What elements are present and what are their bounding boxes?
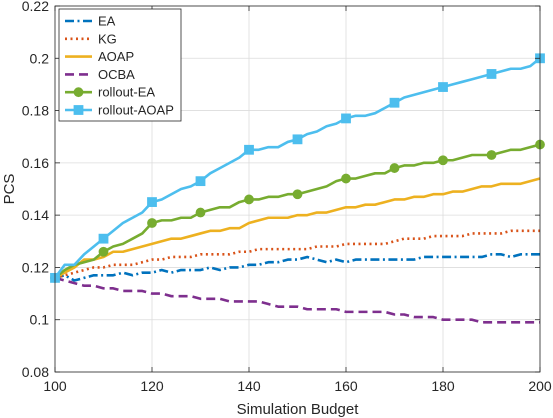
- x-tick-label: 180: [431, 378, 455, 394]
- x-axis-title: Simulation Budget: [237, 401, 360, 418]
- data-point: [486, 150, 497, 160]
- legend-label: KG: [98, 31, 117, 46]
- legend-item: OCBA: [65, 67, 135, 82]
- legend-item: rollout-AOAP: [65, 103, 174, 118]
- data-point: [98, 246, 109, 257]
- data-point: [98, 233, 109, 244]
- y-tick-label: 0.2: [30, 50, 50, 66]
- data-point: [486, 69, 497, 79]
- data-point: [341, 173, 351, 184]
- x-tick-label: 200: [528, 378, 552, 394]
- legend-label: rollout-AOAP: [98, 103, 174, 118]
- legend-label: OCBA: [98, 67, 135, 82]
- plot-frame: [54, 5, 541, 373]
- x-tick-label: 100: [43, 378, 67, 394]
- series-line: [54, 276, 540, 324]
- series-line: [54, 177, 541, 280]
- y-tick-label: 0.22: [22, 0, 49, 14]
- x-tick-label: 160: [334, 378, 358, 394]
- y-axis-title: PCS: [1, 174, 18, 205]
- legend-item: EA: [65, 14, 116, 29]
- data-point: [147, 197, 157, 207]
- series-kg: [54, 229, 540, 280]
- y-tick-label: 0.12: [22, 259, 49, 275]
- legend-marker: [73, 87, 84, 98]
- data-point: [438, 155, 448, 166]
- y-tick-label: 0.16: [22, 155, 49, 171]
- data-point: [244, 194, 254, 205]
- data-point: [341, 113, 351, 124]
- y-tick-label: 0.08: [22, 364, 49, 380]
- data-point: [292, 189, 303, 200]
- x-tick-label: 120: [140, 378, 164, 394]
- axis-ticks: 100 120 140 160 180 200 0.08 0.1 0.12 0.14 0.16 0.1…: [22, 0, 552, 394]
- y-tick-label: 0.1: [30, 312, 50, 328]
- data-point: [389, 97, 400, 108]
- y-tick-label: 0.18: [22, 103, 49, 119]
- series-aoap: [54, 177, 541, 280]
- data-point: [195, 176, 206, 187]
- series-line: [54, 229, 540, 280]
- legend-label: rollout-EA: [98, 85, 155, 100]
- data-point: [292, 134, 303, 145]
- data-point: [147, 218, 157, 228]
- legend-item: AOAP: [65, 49, 134, 64]
- data-point: [438, 82, 448, 92]
- x-tick-label: 140: [237, 378, 261, 394]
- legend-label: EA: [98, 14, 116, 29]
- y-tick-label: 0.14: [22, 207, 49, 223]
- legend-item: rollout-EA: [65, 85, 155, 100]
- data-point: [195, 207, 206, 218]
- series-ocba: [54, 276, 540, 324]
- legend-label: AOAP: [98, 49, 134, 64]
- legend-item: KG: [65, 31, 117, 46]
- legend-marker: [73, 105, 84, 115]
- legend-box: [58, 8, 182, 122]
- data-point: [244, 144, 254, 155]
- legend: EA KG AOAP OCBA rollout-EA rollout-AOAP: [58, 8, 182, 122]
- data-point: [389, 163, 400, 173]
